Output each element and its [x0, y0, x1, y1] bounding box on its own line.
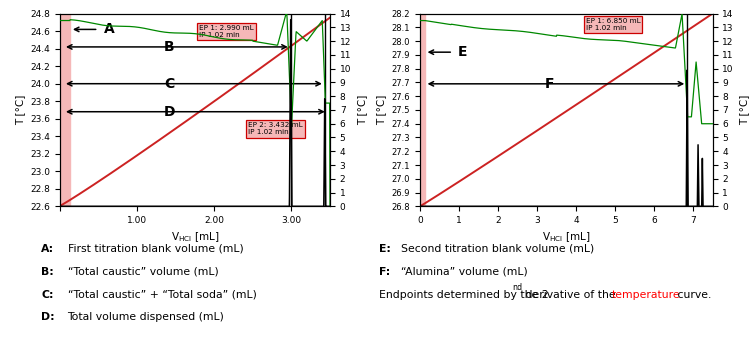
Text: C: C — [164, 77, 175, 91]
Text: EP 1: 6.850 mL
IP 1.02 min: EP 1: 6.850 mL IP 1.02 min — [586, 18, 640, 31]
Text: B:: B: — [41, 267, 54, 277]
Y-axis label: T [°C]: T [°C] — [357, 95, 367, 125]
Text: First titration blank volume (mL): First titration blank volume (mL) — [68, 244, 243, 254]
Text: nd: nd — [512, 283, 522, 292]
Text: Total volume dispensed (mL): Total volume dispensed (mL) — [68, 312, 224, 322]
Text: temperature: temperature — [611, 290, 680, 299]
Text: E:: E: — [379, 244, 391, 254]
Y-axis label: T [°C]: T [°C] — [15, 95, 25, 125]
Y-axis label: T [°C]: T [°C] — [376, 95, 386, 125]
Text: E: E — [458, 45, 467, 59]
Text: derivative of the: derivative of the — [522, 290, 620, 299]
Y-axis label: T [°C]: T [°C] — [740, 95, 749, 125]
X-axis label: V$_\mathrm{HCl}$ [mL]: V$_\mathrm{HCl}$ [mL] — [171, 231, 219, 244]
Text: D:: D: — [41, 312, 55, 322]
X-axis label: V$_\mathrm{HCl}$ [mL]: V$_\mathrm{HCl}$ [mL] — [542, 231, 590, 244]
Text: F: F — [544, 77, 554, 91]
Bar — [60, 14, 70, 206]
Text: C:: C: — [41, 290, 54, 299]
Text: Second titration blank volume (mL): Second titration blank volume (mL) — [401, 244, 595, 254]
Bar — [420, 14, 424, 206]
Text: D: D — [164, 105, 176, 119]
Text: A: A — [104, 23, 115, 36]
Text: “Total caustic” + “Total soda” (mL): “Total caustic” + “Total soda” (mL) — [68, 290, 256, 299]
Text: B: B — [164, 40, 175, 54]
Text: curve.: curve. — [674, 290, 711, 299]
Text: EP 1: 2.990 mL
IP 1.02 min: EP 1: 2.990 mL IP 1.02 min — [199, 25, 254, 38]
Text: Endpoints determined by the 2: Endpoints determined by the 2 — [379, 290, 548, 299]
Text: EP 2: 3.432 mL
IP 1.02 min: EP 2: 3.432 mL IP 1.02 min — [248, 122, 303, 135]
Text: “Total caustic” volume (mL): “Total caustic” volume (mL) — [68, 267, 218, 277]
Text: F:: F: — [379, 267, 390, 277]
Text: A:: A: — [41, 244, 54, 254]
Text: “Alumina” volume (mL): “Alumina” volume (mL) — [401, 267, 528, 277]
